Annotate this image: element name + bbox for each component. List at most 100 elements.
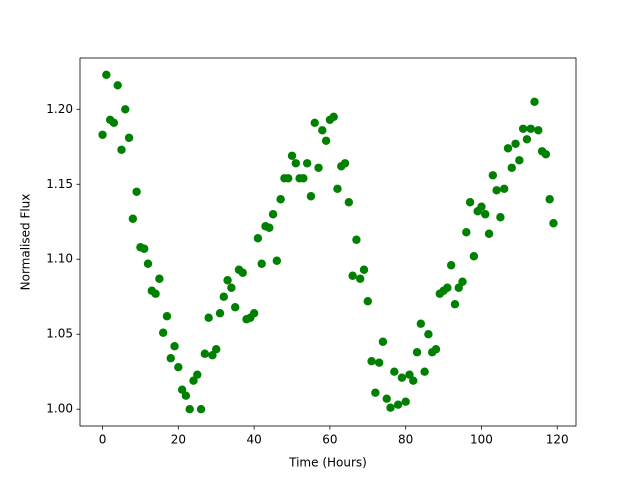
data-point [212,345,221,354]
data-point [393,400,403,409]
data-point [215,309,225,318]
y-tick-label: 1.10 [46,252,73,266]
data-point [397,373,407,382]
x-tick-label: 120 [546,433,569,447]
data-point [200,349,210,358]
data-point [356,274,365,283]
data-point [333,184,342,193]
data-point [530,97,539,106]
data-point [121,105,130,114]
data-point [367,357,376,366]
data-point [481,210,490,219]
data-point [155,274,164,283]
data-point [412,348,422,357]
data-point [488,171,498,180]
y-axis-label: Normalised Flux [19,194,33,291]
data-point [386,403,395,412]
data-point [371,388,380,397]
data-point [496,213,505,222]
data-point [409,376,418,385]
data-point [193,370,202,379]
data-point [541,150,551,159]
data-point [140,244,149,253]
data-point [431,345,441,354]
data-point [299,174,308,183]
data-point [390,367,399,376]
data-point [219,292,228,301]
data-point [321,136,331,145]
data-point [124,133,134,142]
data-point [166,354,175,363]
data-point [98,130,107,139]
data-point [174,363,183,372]
data-point [462,228,471,237]
data-point [420,367,429,376]
data-point [374,358,384,367]
data-point [117,145,126,154]
data-point [469,252,479,261]
x-tick-label: 40 [246,433,261,447]
data-point [185,405,194,414]
data-point [158,328,168,337]
data-point [272,256,282,265]
data-point [143,259,153,268]
data-point [359,265,369,274]
data-point [344,198,354,207]
y-tick-label: 1.05 [46,327,73,341]
data-point [230,303,240,312]
data-point [352,235,361,244]
data-point [484,229,494,238]
data-point [227,283,236,292]
data-point [291,159,300,168]
data-point [102,70,111,79]
data-point [534,126,543,135]
x-tick-label: 80 [398,433,413,447]
data-point [503,144,513,153]
data-point [340,159,350,168]
data-point [284,174,293,183]
data-point [492,186,501,195]
y-tick-label: 1.20 [46,102,73,116]
data-point [458,277,467,286]
data-point [401,397,410,406]
data-point [128,214,138,223]
data-point [522,135,532,144]
data-point [151,289,160,298]
x-tick-label: 60 [322,433,337,447]
data-point [257,259,266,268]
data-point [378,337,388,346]
data-point [549,219,558,228]
data-point [310,118,319,127]
data-point [446,261,456,270]
data-point [306,192,316,201]
data-point [196,405,206,414]
data-point [276,195,285,204]
data-point [181,391,191,400]
data-point [253,234,263,243]
data-point [208,351,217,360]
data-point [443,283,452,292]
data-point [132,187,141,196]
data-point [348,271,357,280]
data-point [507,163,516,172]
x-tick-label: 20 [171,433,186,447]
data-point [511,139,520,148]
data-point [238,268,247,277]
x-tick-label: 100 [470,433,493,447]
data-point [416,319,426,328]
data-point [545,195,554,204]
data-point [477,202,486,211]
data-point [499,184,509,193]
data-point [287,151,297,160]
data-point [363,297,372,306]
data-point [405,370,414,379]
data-point [170,342,179,351]
data-point [314,163,323,172]
x-tick-label: 0 [99,433,107,447]
data-point [518,124,528,133]
data-point [329,112,338,121]
plot-frame [79,57,577,427]
data-point [268,210,278,219]
data-point [204,313,213,322]
